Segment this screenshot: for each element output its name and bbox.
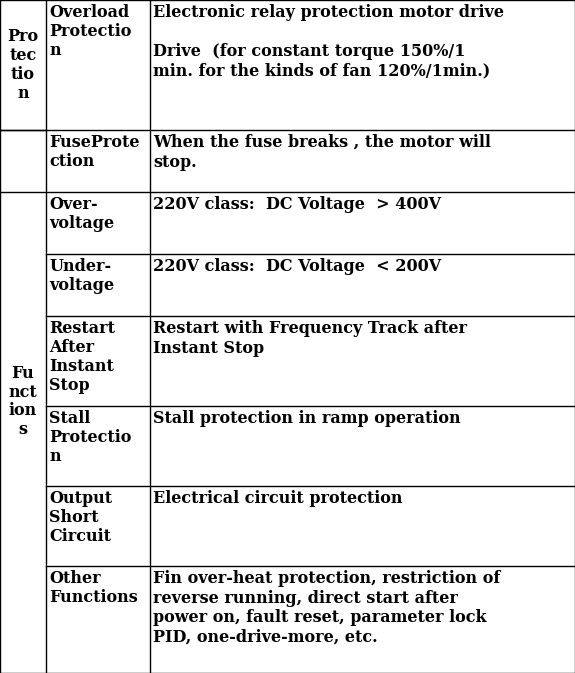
Text: Other
Functions: Other Functions — [49, 570, 138, 606]
Text: Stall protection in ramp operation: Stall protection in ramp operation — [153, 410, 461, 427]
Text: Over-
voltage: Over- voltage — [49, 196, 114, 232]
Text: Output
Short
Circuit: Output Short Circuit — [49, 490, 112, 545]
Text: Under-
voltage: Under- voltage — [49, 258, 114, 294]
Text: 220V class:  DC Voltage  > 400V: 220V class: DC Voltage > 400V — [153, 196, 441, 213]
Text: Pro
tec
tio
n: Pro tec tio n — [7, 28, 39, 102]
Text: Electronic relay protection motor drive

Drive  (for constant torque 150%/1
min.: Electronic relay protection motor drive … — [153, 4, 504, 80]
Text: When the fuse breaks , the motor will
stop.: When the fuse breaks , the motor will st… — [153, 134, 491, 170]
Text: Fin over-heat protection, restriction of
reverse running, direct start after
pow: Fin over-heat protection, restriction of… — [153, 570, 500, 646]
Text: FuseProte
ction: FuseProte ction — [49, 134, 140, 170]
Text: Electrical circuit protection: Electrical circuit protection — [153, 490, 402, 507]
Text: 220V class:  DC Voltage  < 200V: 220V class: DC Voltage < 200V — [153, 258, 441, 275]
Text: Overload
Protectio
n: Overload Protectio n — [49, 4, 131, 59]
Text: Stall
Protectio
n: Stall Protectio n — [49, 410, 131, 465]
Text: Restart
After
Instant
Stop: Restart After Instant Stop — [49, 320, 115, 394]
Text: Restart with Frequency Track after
Instant Stop: Restart with Frequency Track after Insta… — [153, 320, 467, 357]
Text: Fu
nct
ion
s: Fu nct ion s — [9, 365, 37, 438]
